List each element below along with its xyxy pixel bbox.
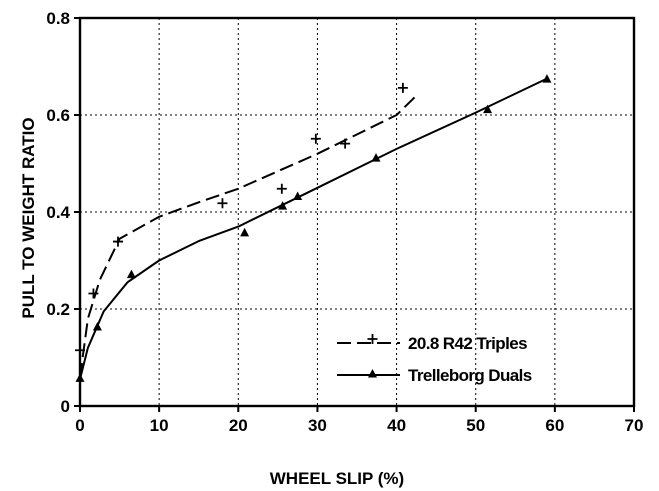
x-axis-title: WHEEL SLIP (%) bbox=[270, 469, 404, 488]
data-point-triangle bbox=[371, 153, 381, 162]
data-point-plus bbox=[88, 288, 99, 299]
x-tick-label: 60 bbox=[545, 416, 564, 435]
x-tick-label: 10 bbox=[150, 416, 169, 435]
grid bbox=[80, 18, 634, 406]
x-tick-label: 70 bbox=[625, 416, 644, 435]
data-point-triangle bbox=[240, 227, 250, 237]
fit-curve-0 bbox=[79, 94, 418, 378]
data-point-triangle bbox=[92, 321, 102, 331]
fit-curves bbox=[79, 77, 548, 380]
data-point-triangle bbox=[126, 269, 136, 279]
y-tick-label: 0.4 bbox=[46, 203, 70, 222]
y-tick-label: 0 bbox=[61, 397, 70, 416]
y-tick-label: 0.8 bbox=[46, 9, 70, 28]
fit-curve-1 bbox=[79, 77, 548, 380]
tick-labels: 0 10 20 30 40 50 60 70 0 0.2 0.4 0.6 0.8 bbox=[46, 9, 643, 435]
y-axis-title: PULL TO WEIGHT RATIO bbox=[19, 117, 38, 318]
y-tick-label: 0.6 bbox=[46, 106, 70, 125]
x-tick-label: 0 bbox=[75, 416, 84, 435]
legend-label-duals: Trelleborg Duals bbox=[408, 366, 532, 385]
x-tick-label: 40 bbox=[387, 416, 406, 435]
legend-marker-triangle bbox=[368, 369, 377, 378]
legend-label-triples: 20.8 R42 Triples bbox=[408, 334, 527, 353]
data-point-plus bbox=[397, 82, 408, 93]
data-point-triangle bbox=[278, 201, 288, 210]
data-point-triangle bbox=[483, 104, 493, 114]
data-point-plus bbox=[340, 138, 351, 149]
x-tick-label: 50 bbox=[466, 416, 485, 435]
data-point-triangle bbox=[542, 74, 552, 83]
data-point-triangle bbox=[293, 191, 303, 200]
y-tick-label: 0.2 bbox=[46, 300, 70, 319]
data-point-plus bbox=[310, 133, 321, 144]
legend: 20.8 R42 Triples Trelleborg Duals bbox=[337, 334, 532, 385]
data-point-plus bbox=[112, 236, 123, 247]
x-tick-label: 30 bbox=[308, 416, 327, 435]
legend-marker-plus bbox=[367, 334, 378, 344]
data-point-plus bbox=[217, 198, 228, 209]
x-tick-label: 20 bbox=[229, 416, 248, 435]
data-point-plus bbox=[276, 183, 287, 194]
